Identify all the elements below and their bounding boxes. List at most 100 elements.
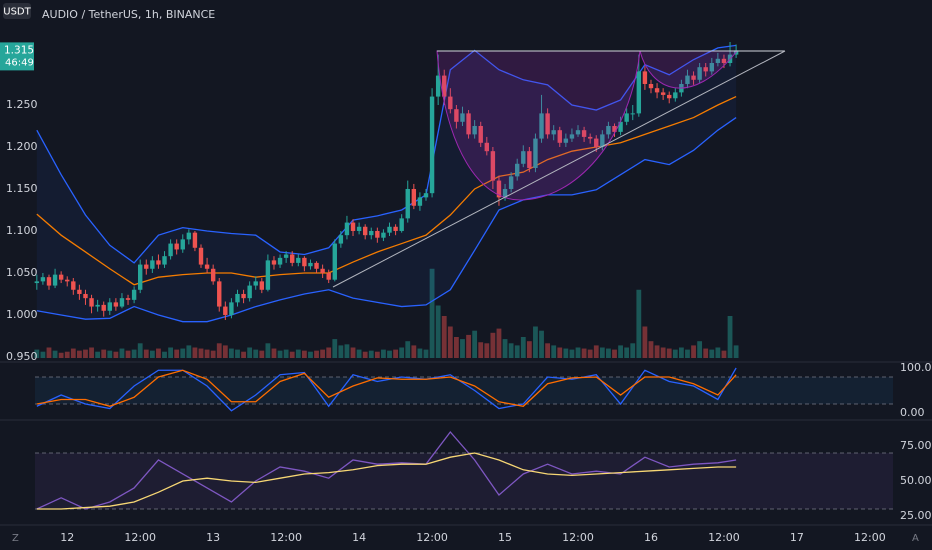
volume-bar [222,345,228,358]
volume-bar [301,350,307,358]
auto-scale-button[interactable]: A [912,533,919,544]
candle-body [417,197,423,206]
candle-body [612,125,617,132]
candle-body [399,218,404,231]
volume-bar [198,348,204,358]
volume-bar [76,350,82,358]
volume-bar [417,348,423,358]
volume-bar [733,345,739,358]
x-tick-label: 12:00 [708,531,740,544]
candle-body [606,125,611,135]
volume-bar [666,348,672,358]
candle-body [624,113,629,122]
candle-body [715,58,721,63]
candle-body [673,92,678,99]
volume-bar [648,341,654,358]
candle-body [119,298,125,307]
candle-body [484,142,490,152]
candle-body [40,277,46,282]
candle-body [52,274,58,286]
volume-bar [496,328,502,358]
volume-bar [344,344,350,358]
candle-body [83,293,88,299]
candle-body [472,125,477,135]
candle-body [156,260,161,265]
volume-bar [101,349,107,358]
volume-bar [241,351,246,358]
candle-body [283,254,289,258]
volume-bar [606,348,611,358]
volume-bar [697,341,703,358]
volume-bar [727,316,733,358]
candle-body [198,247,204,265]
candle-body [344,222,350,236]
zoom-icon[interactable]: Z [12,533,19,544]
chart-title: AUDIO / TetherUS, 1h, BINANCE [42,8,215,21]
volume-bar [551,345,557,358]
volume-bar [399,347,405,358]
volume-bar [362,351,368,358]
candle-body [648,83,654,89]
candle-body [587,136,593,139]
volume-bar [253,349,259,358]
x-tick-label: 17 [790,531,804,544]
volume-bar [502,339,508,358]
countdown-label: 46:49 [5,57,34,68]
volume-bar [162,351,167,358]
volume-bar [64,351,70,358]
candle-body [265,260,271,290]
volume-bar [612,349,617,358]
volume-bar [654,345,660,358]
candle-body [478,125,483,143]
volume-bar [235,349,240,358]
price-tag [0,42,34,71]
candle-body [660,92,666,95]
volume-bar [533,326,538,358]
x-tick-label: 12:00 [124,531,156,544]
candle-body [369,230,374,236]
candle-body [259,281,265,290]
candle-body [466,113,471,135]
y-tick-label: 100.00 [900,361,932,374]
x-tick-label: 12:00 [270,531,302,544]
candle-body [186,232,192,240]
y-tick-label: 1.050 [6,266,38,279]
volume-bar [381,349,386,358]
volume-bar [636,289,642,358]
volume-bar [40,351,46,358]
volume-bar [113,351,119,358]
band-upper [36,44,737,264]
volume-bar [593,345,599,358]
volume-bar [478,342,484,358]
volume-bar [678,347,684,358]
candle-body [350,222,356,231]
candle-body [691,75,696,80]
candle-body [429,96,435,194]
volume-bar [156,348,161,358]
candle-body [709,62,714,72]
x-tick-label: 15 [498,531,512,544]
y-tick-label: 75.00 [900,439,932,452]
volume-bar [374,351,380,358]
volume-bar [691,345,696,358]
candle-body [551,130,556,135]
y-tick-label: 1.100 [6,224,38,237]
candle-body [557,130,562,143]
x-tick-label: 13 [206,531,220,544]
x-tick-label: 12:00 [416,531,448,544]
candle-body [405,188,410,219]
candle-body [362,226,368,236]
volume-bar [277,350,283,358]
volume-bar [539,330,544,358]
volume-bar [210,350,216,358]
candle-body [46,277,52,286]
volume-bar [204,349,210,358]
candle-body [697,67,702,80]
volume-bar [526,341,532,358]
candle-body [600,134,605,147]
y-tick-label: 0.00 [900,406,925,419]
candle-body [594,138,599,147]
candle-body [721,58,727,63]
volume-bar [423,349,429,358]
